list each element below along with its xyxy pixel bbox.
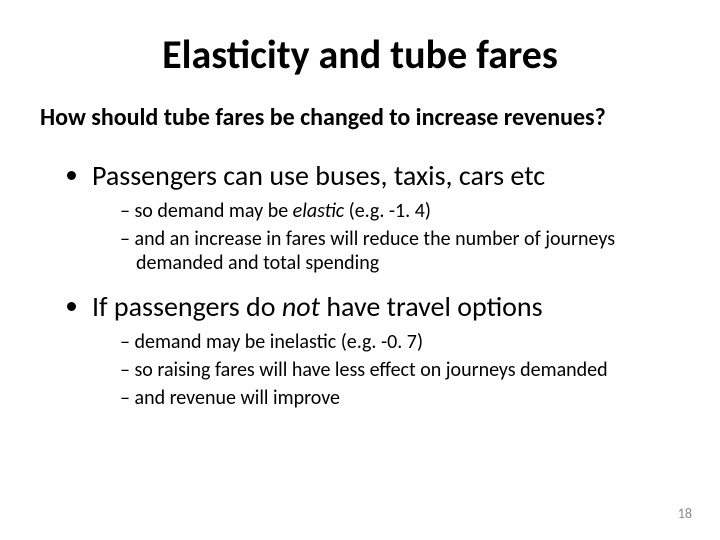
bullet-text: Passengers can use buses, taxis, cars et…	[92, 158, 545, 193]
sub-bullet-item: so demand may be elastic (e.g. -1. 4)	[120, 199, 680, 223]
sub-bullet-emph: elastic	[293, 199, 344, 223]
bullet-text: If passengers do	[92, 289, 282, 324]
page-number: 18	[678, 505, 692, 522]
bullet-list: Passengers can use buses, taxis, cars et…	[40, 158, 680, 410]
sub-bullet-list: demand may be inelastic (e.g. -0. 7) so …	[92, 330, 680, 410]
bullet-item: If passengers do not have travel options…	[92, 289, 680, 410]
sub-bullet-text: demand may be inelastic (e.g. -0. 7)	[134, 330, 423, 354]
bullet-text: have travel options	[320, 289, 543, 324]
bullet-item: Passengers can use buses, taxis, cars et…	[92, 158, 680, 275]
sub-bullet-item: so raising fares will have less effect o…	[120, 358, 680, 382]
bullet-emph: not	[282, 289, 320, 324]
sub-bullet-item: demand may be inelastic (e.g. -0. 7)	[120, 330, 680, 354]
sub-bullet-item: and an increase in fares will reduce the…	[120, 227, 680, 275]
slide-subtitle: How should tube fares be changed to incr…	[40, 103, 680, 132]
sub-bullet-text: so raising fares will have less effect o…	[134, 358, 607, 382]
sub-bullet-text: and an increase in fares will reduce the…	[134, 227, 615, 275]
slide-title: Elasticity and tube fares	[40, 30, 680, 79]
slide: Elasticity and tube fares How should tub…	[0, 0, 720, 540]
sub-bullet-text: and revenue will improve	[134, 386, 340, 410]
sub-bullet-item: and revenue will improve	[120, 386, 680, 410]
sub-bullet-list: so demand may be elastic (e.g. -1. 4) an…	[92, 199, 680, 275]
sub-bullet-text: (e.g. -1. 4)	[344, 199, 431, 223]
sub-bullet-text: so demand may be	[134, 199, 292, 223]
